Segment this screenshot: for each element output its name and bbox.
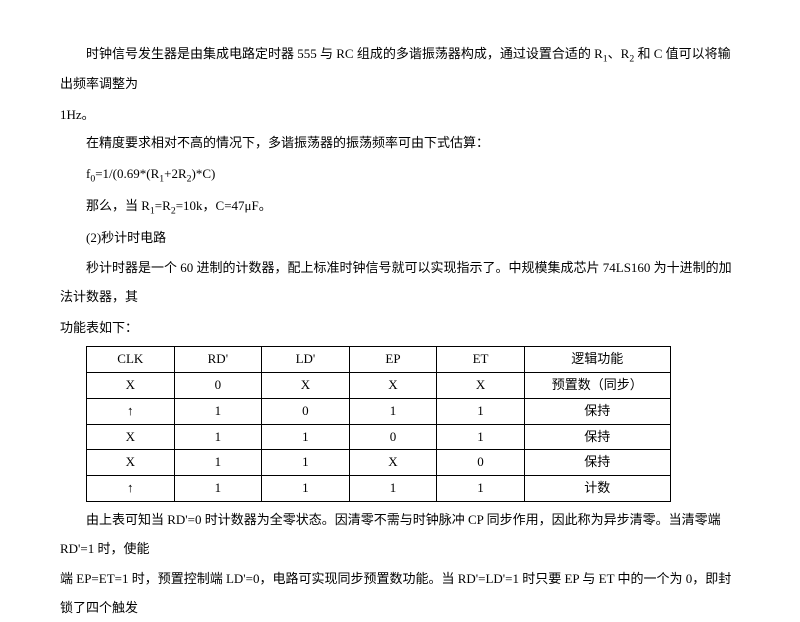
paragraph-1: 时钟信号发生器是由集成电路定时器 555 与 RC 组成的多谐振荡器构成，通过设… (60, 40, 740, 99)
table-header: EP (349, 347, 437, 373)
table-cell: X (87, 373, 175, 399)
table-cell: 1 (437, 398, 525, 424)
table-cell: 0 (349, 424, 437, 450)
table-cell: X (262, 373, 350, 399)
table-cell: 0 (174, 373, 262, 399)
paragraph-6-cont: 功能表如下： (60, 314, 740, 343)
table-cell: 1 (349, 476, 437, 502)
table-cell: 1 (174, 476, 262, 502)
table-cell: 0 (262, 398, 350, 424)
text: 那么，当 R (86, 198, 150, 213)
text: )*C) (192, 166, 216, 181)
table-cell: 1 (262, 450, 350, 476)
table-cell: 1 (262, 476, 350, 502)
table-cell: 1 (174, 398, 262, 424)
table-cell: 保持 (524, 424, 670, 450)
paragraph-2: 在精度要求相对不高的情况下，多谐振荡器的振荡频率可由下式估算： (60, 129, 740, 158)
table-header-row: CLK RD' LD' EP ET 逻辑功能 (87, 347, 671, 373)
table-cell: X (87, 450, 175, 476)
paragraph-7: 由上表可知当 RD'=0 时计数器为全零状态。因清零不需与时钟脉冲 CP 同步作… (60, 506, 740, 563)
table-cell: ↑ (87, 476, 175, 502)
table-row: X 1 1 0 1 保持 (87, 424, 671, 450)
table-cell: 计数 (524, 476, 670, 502)
paragraph-7-cont: 端 EP=ET=1 时，预置控制端 LD'=0，电路可实现同步预置数功能。当 R… (60, 565, 740, 622)
table-cell: 保持 (524, 398, 670, 424)
paragraph-4: 那么，当 R1=R2=10k，C=47μF。 (60, 192, 740, 222)
table-cell: 预置数（同步） (524, 373, 670, 399)
formula-line: f0=1/(0.69*(R1+2R2)*C) (60, 160, 740, 190)
table-body: X 0 X X X 预置数（同步） ↑ 1 0 1 1 保持 X 1 1 0 1… (87, 373, 671, 502)
paragraph-6: 秒计时器是一个 60 进制的计数器，配上标准时钟信号就可以实现指示了。中规模集成… (60, 254, 740, 311)
table-cell: 1 (174, 450, 262, 476)
text: +2R (164, 166, 187, 181)
text: =1/(0.69*(R (95, 166, 159, 181)
table-row: ↑ 1 1 1 1 计数 (87, 476, 671, 502)
table-cell: 1 (349, 398, 437, 424)
table-header: CLK (87, 347, 175, 373)
table-cell: 1 (262, 424, 350, 450)
table-row: ↑ 1 0 1 1 保持 (87, 398, 671, 424)
table-cell: X (349, 373, 437, 399)
text: =10k，C=47μF。 (176, 198, 272, 213)
table-cell: ↑ (87, 398, 175, 424)
table-row: X 1 1 X 0 保持 (87, 450, 671, 476)
table-cell: 保持 (524, 450, 670, 476)
table-header: RD' (174, 347, 262, 373)
table-cell: 1 (174, 424, 262, 450)
table-cell: X (437, 373, 525, 399)
table-header: ET (437, 347, 525, 373)
function-table: CLK RD' LD' EP ET 逻辑功能 X 0 X X X 预置数（同步）… (86, 346, 671, 502)
text: 时钟信号发生器是由集成电路定时器 555 与 RC 组成的多谐振荡器构成，通过设… (86, 46, 603, 61)
table-cell: 1 (437, 424, 525, 450)
text: =R (155, 198, 171, 213)
table-header: LD' (262, 347, 350, 373)
text: 、R (608, 46, 630, 61)
table-cell: X (349, 450, 437, 476)
table-cell: 1 (437, 476, 525, 502)
paragraph-5: (2)秒计时电路 (60, 224, 740, 253)
table-cell: X (87, 424, 175, 450)
table-header: 逻辑功能 (524, 347, 670, 373)
table-row: X 0 X X X 预置数（同步） (87, 373, 671, 399)
table-cell: 0 (437, 450, 525, 476)
paragraph-1-cont: 1Hz。 (60, 101, 740, 130)
